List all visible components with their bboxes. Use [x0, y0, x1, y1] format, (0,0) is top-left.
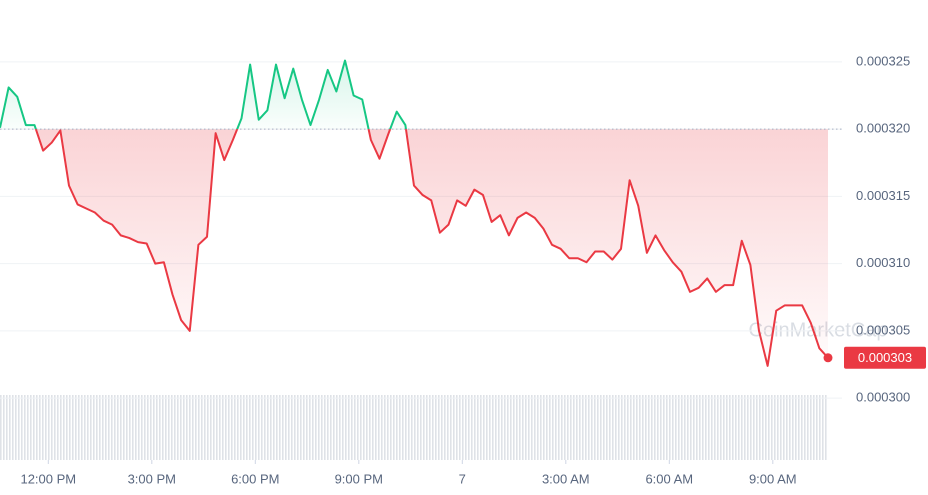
x-tick-label: 12:00 PM [20, 471, 76, 486]
x-tick-label: 6:00 AM [645, 471, 693, 486]
x-tick-label: 3:00 PM [128, 471, 176, 486]
last-price-label: 0.000303 [858, 350, 912, 365]
area-up [0, 60, 406, 130]
y-tick-label: 0.000320 [856, 121, 910, 136]
volume-band [0, 395, 828, 460]
y-tick-label: 0.000310 [856, 255, 910, 270]
y-tick-label: 0.000325 [856, 53, 910, 68]
area-down [0, 129, 828, 366]
last-price-box [844, 346, 926, 369]
x-tick-label: 9:00 AM [749, 471, 797, 486]
last-point [823, 353, 833, 363]
y-tick-label: 0.000315 [856, 188, 910, 203]
y-tick-label: 0.000300 [856, 390, 910, 405]
x-tick-label: 9:00 PM [335, 471, 383, 486]
x-tick-label: 3:00 AM [542, 471, 590, 486]
x-tick-label: 7 [459, 471, 466, 486]
y-tick-label: 0.000305 [856, 322, 910, 337]
price-line-down [34, 129, 829, 367]
x-tick-label: 6:00 PM [231, 471, 279, 486]
